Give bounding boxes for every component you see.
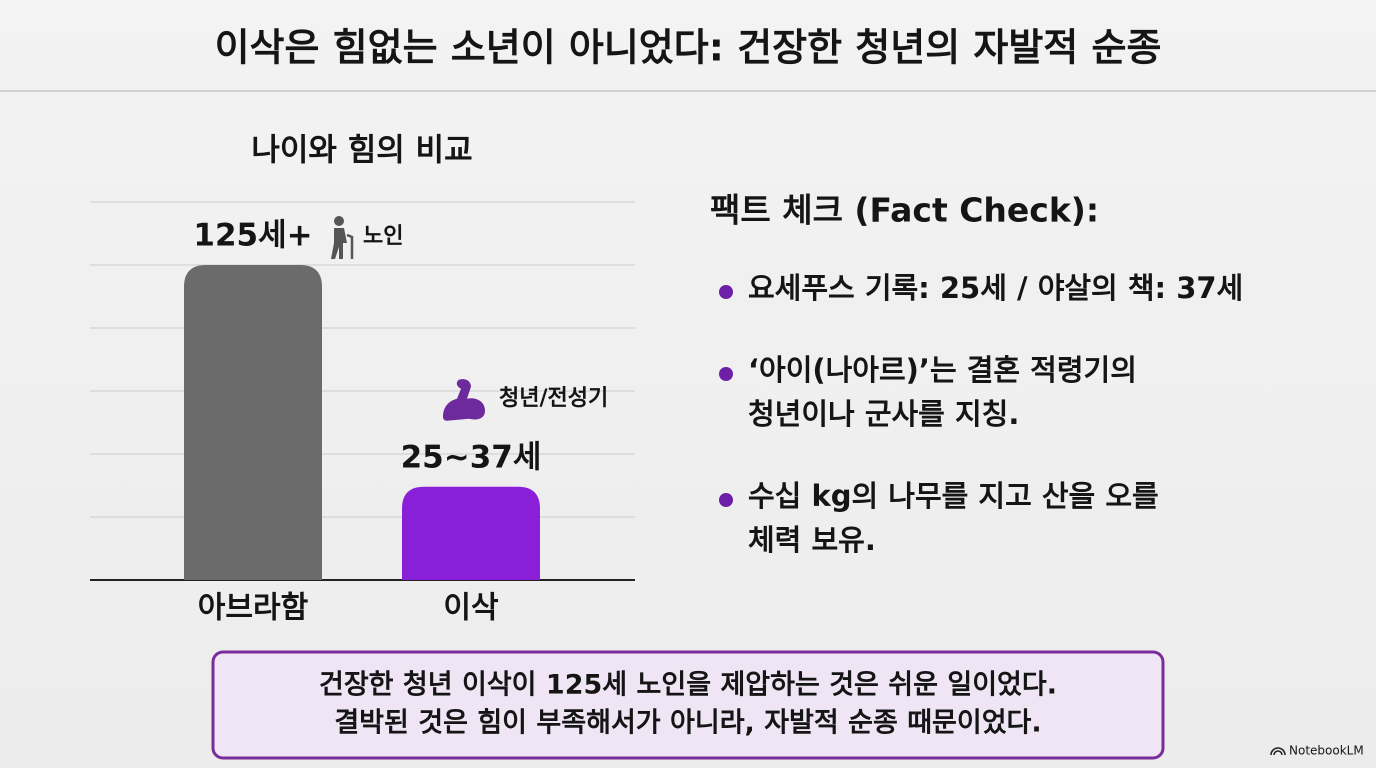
annotation: 청년/전성기 [499,386,608,411]
fact-line: 수십 kg의 나무를 지고 산을 오를 [748,479,1159,513]
fact-line: 체력 보유. [748,523,876,557]
bar [184,265,322,580]
fact-check-heading: 팩트 체크 (Fact Check): [710,191,1099,230]
icon-part [334,216,344,226]
bullet-dot [719,493,733,507]
fact-line: ‘아이(나아르)’는 결혼 적령기의 [748,353,1137,387]
annotation: 노인 [363,224,403,249]
muscle-icon [443,379,485,421]
x-tick-label: 이삭 [443,591,499,626]
conclusion-line: 건장한 청년 이삭이 125세 노인을 제압하는 것은 쉬운 일이었다. [319,670,1057,701]
bullet-dot [719,285,733,299]
fact-line: 청년이나 군사를 지칭. [748,397,1019,431]
fact-line: 요세푸스 기록: 25세 / 야살의 책: 37세 [748,271,1243,305]
bullet-dot [719,367,733,381]
bar [402,486,540,580]
icon-part [443,379,485,421]
slide-title: 이삭은 힘없는 소년이 아니었다: 건장한 청년의 자발적 순종 [215,26,1162,70]
icon-part [346,233,354,259]
icon-part [331,228,347,259]
watermark-icon [1270,747,1286,756]
value-label: 25~37세 [401,439,542,475]
value-label: 125세+ [193,218,312,254]
chart-title: 나이와 힘의 비교 [251,133,472,169]
watermark: NotebookLM [1289,744,1364,758]
x-tick-label: 아브라함 [198,591,309,626]
conclusion-line: 결박된 것은 힘이 부족해서가 아니라, 자발적 순종 때문이었다. [334,708,1041,739]
conclusion-box [211,650,1165,760]
elder-icon [331,216,354,259]
